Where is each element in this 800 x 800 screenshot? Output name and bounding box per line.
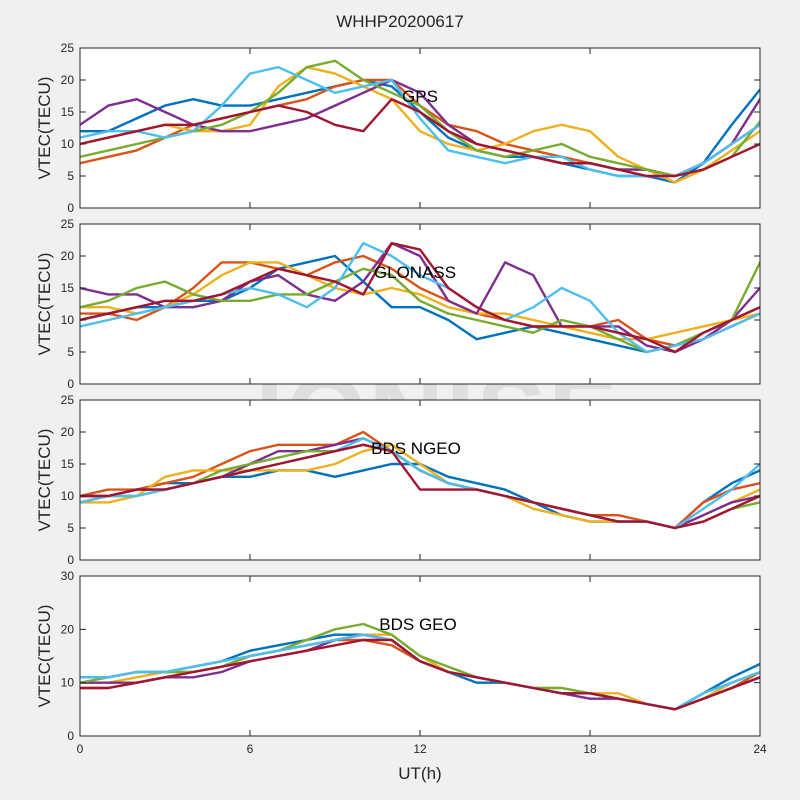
series-group [80, 59, 760, 184]
series-line-4 [80, 242, 760, 354]
y-tick-label: 20 [61, 425, 75, 439]
y-tick-label: 25 [61, 393, 75, 407]
series-line-7 [80, 638, 760, 711]
y-tick-label: 25 [61, 41, 75, 55]
y-tick-label: 0 [67, 553, 74, 567]
y-tick-label: 15 [61, 457, 75, 471]
series-line-7 [80, 242, 760, 354]
y-axis-label: VTEC(TECU) [35, 429, 54, 532]
y-tick-label: 5 [67, 521, 74, 535]
series-group [80, 622, 760, 711]
x-axis-label: UT(h) [398, 764, 441, 783]
panel-title: BDS GEO [379, 615, 456, 634]
x-tick-label: 18 [583, 742, 597, 756]
y-tick-label: 10 [61, 676, 75, 690]
x-tick-label: 6 [247, 742, 254, 756]
figure-title: WHHP20200617 [336, 12, 464, 31]
plot-area [80, 400, 760, 560]
panel-title: GPS [402, 87, 438, 106]
y-tick-label: 0 [67, 201, 74, 215]
y-axis-label: VTEC(TECU) [35, 77, 54, 180]
panel-title: BDS NGEO [371, 439, 461, 458]
y-axis-label: VTEC(TECU) [35, 605, 54, 708]
series-line-7 [80, 98, 760, 178]
y-tick-label: 0 [67, 729, 74, 743]
y-tick-label: 20 [61, 622, 75, 636]
panel-3: 0 5 10 15 20 25 BDS NGEO VTEC(TECU) [35, 393, 761, 567]
y-tick-label: 15 [61, 105, 75, 119]
y-axis-label: VTEC(TECU) [35, 253, 54, 356]
series-line-7 [80, 443, 760, 530]
y-tick-label: 30 [61, 569, 75, 583]
y-tick-label: 5 [67, 345, 74, 359]
panel-1: 0 5 10 15 20 25 GPS VTEC(TECU) [35, 41, 761, 215]
series-group [80, 242, 760, 354]
y-tick-label: 0 [67, 377, 74, 391]
x-tick-label: 24 [753, 742, 767, 756]
y-tick-label: 20 [61, 249, 75, 263]
series-group [80, 430, 760, 530]
y-tick-label: 25 [61, 217, 75, 231]
x-tick-label: 12 [413, 742, 427, 756]
panel-title: GLONASS [374, 263, 456, 282]
y-tick-label: 10 [61, 489, 75, 503]
y-tick-label: 5 [67, 169, 74, 183]
x-tick-label: 0 [77, 742, 84, 756]
y-tick-label: 10 [61, 137, 75, 151]
y-tick-label: 10 [61, 313, 75, 327]
panel-4: 0 10 20 30 0 6 12 18 24 BDS GEO VTEC(TECU) [35, 569, 767, 756]
plot-area [80, 48, 760, 208]
y-tick-label: 15 [61, 281, 75, 295]
y-tick-label: 20 [61, 73, 75, 87]
panel-2: 0 5 10 15 20 25 GLONASS VTEC(TECU) [35, 217, 761, 391]
